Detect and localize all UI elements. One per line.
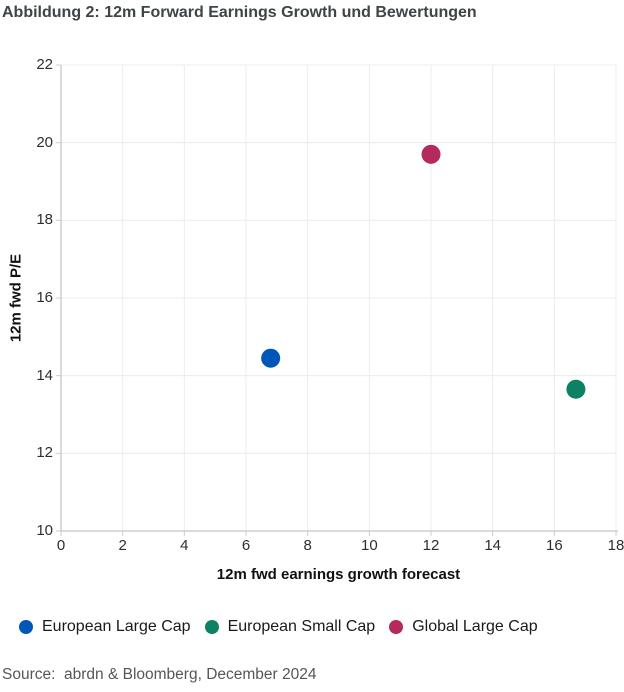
legend-dot-icon: [204, 620, 219, 634]
data-point-european-small-cap: [566, 379, 586, 399]
data-point-european-large-cap: [261, 348, 281, 368]
x-tick-label: 18: [607, 537, 624, 554]
y-axis-title: 12m fwd P/E: [7, 253, 25, 343]
source-note: Source: abrdn & Bloomberg, December 2024: [2, 666, 317, 683]
y-tick-label: 22: [36, 56, 53, 73]
legend-item-global-large-cap: Global Large Cap: [389, 618, 538, 636]
y-tick-label: 20: [36, 133, 53, 151]
data-point-global-large-cap: [421, 144, 441, 164]
y-tick-label: 18: [36, 211, 53, 229]
legend-label: European Large Cap: [42, 618, 191, 635]
x-tick-label: 8: [303, 537, 312, 554]
x-tick-label: 0: [56, 537, 66, 554]
legend-dot-icon: [19, 620, 33, 634]
legend: European Large Cap European Small Cap Glob…: [19, 618, 538, 636]
x-tick-label: 2: [118, 537, 127, 554]
x-tick-label: 16: [545, 537, 563, 554]
legend-label: Global Large Cap: [412, 618, 538, 635]
legend-item-european-large-cap: European Large Cap: [19, 618, 191, 636]
legend-dot-icon: [389, 620, 404, 634]
legend-label: European Small Cap: [227, 618, 376, 635]
x-tick-label: 4: [180, 537, 189, 554]
chart-title: Abbildung 2: 12m Forward Earnings Growth…: [2, 4, 477, 21]
legend-item-european-small-cap: European Small Cap: [204, 618, 376, 636]
y-tick-label: 12: [36, 444, 53, 462]
x-tick-label: 10: [360, 537, 378, 554]
y-tick-label: 14: [36, 366, 53, 384]
x-tick-label: 6: [241, 537, 251, 554]
y-tick-label: 16: [36, 289, 53, 306]
x-tick-label: 12: [422, 537, 440, 554]
y-tick-label: 10: [36, 522, 53, 539]
x-tick-label: 14: [484, 537, 501, 554]
x-axis-title: 12m fwd earnings growth forecast: [216, 566, 461, 583]
